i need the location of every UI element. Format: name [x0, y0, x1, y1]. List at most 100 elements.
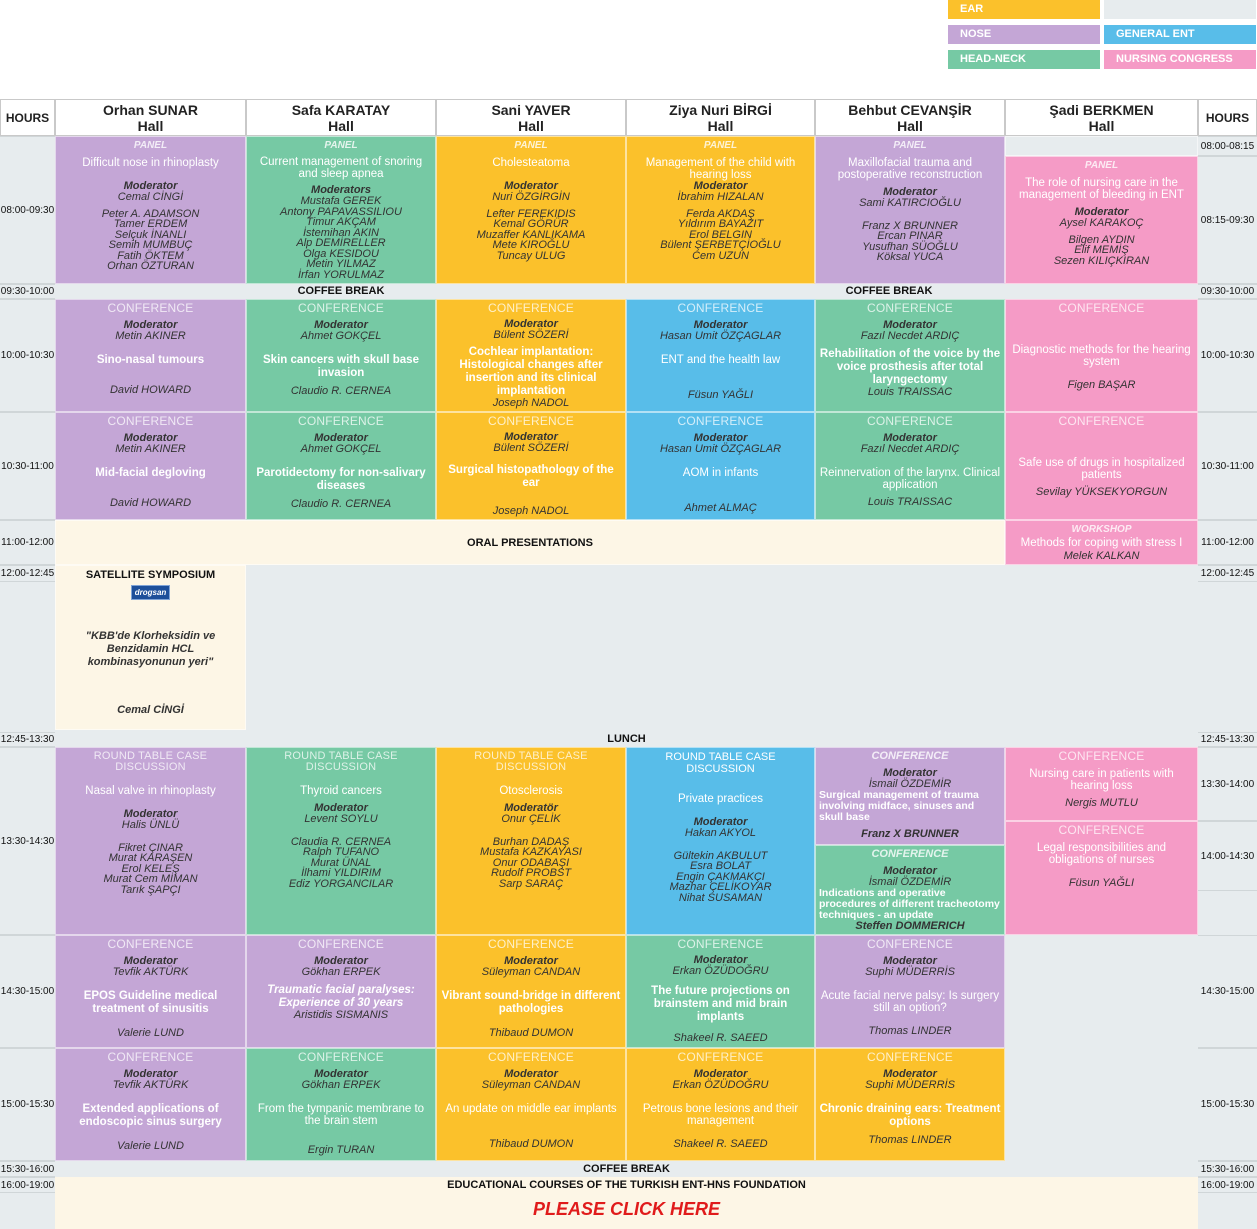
- satellite-symposium[interactable]: SATELLITE SYMPOSIUM drogsan "KBB'de Klor…: [55, 565, 246, 730]
- session-round-table[interactable]: ROUND TABLE CASE DISCUSSION Otosclerosis…: [436, 747, 626, 935]
- session-conference[interactable]: CONFERENCE Moderator Tevfik AKTÜRK EPOS …: [55, 935, 246, 1048]
- text-line: CONFERENCE: [677, 414, 764, 428]
- text-line: CONFERENCE: [107, 414, 194, 428]
- text-line: Franz X BRUNNER: [862, 219, 958, 232]
- text-line: CONFERENCE: [866, 414, 953, 428]
- text-line: Sani YAVER: [491, 101, 571, 118]
- text-line: Moderator: [314, 1068, 368, 1080]
- session-conference[interactable]: CONFERENCE Moderator Gökhan ERPEK From t…: [246, 1048, 436, 1161]
- text-line: Sino-nasal tumours: [96, 353, 205, 366]
- text-line: Fatih ÖKTEM: [117, 249, 184, 262]
- session-round-table[interactable]: ROUND TABLE CASE DISCUSSION Nasal valve …: [55, 747, 246, 935]
- text-line: Halis ÜNLÜ: [121, 819, 180, 831]
- oral-presentations[interactable]: ORAL PRESENTATIONS: [55, 520, 1005, 565]
- session-conference[interactable]: CONFERENCE Moderator Suphi MÜDERRİS Acut…: [815, 935, 1005, 1048]
- text-line: Cholesteatoma: [492, 157, 570, 169]
- session-conference[interactable]: CONFERENCE Moderator Fazıl Necdet ARDIÇ …: [815, 412, 1005, 520]
- session-conference[interactable]: CONFERENCE Moderator Hasan Umit ÖZÇAGLAR…: [626, 412, 815, 520]
- text-line: Moderator: [314, 432, 368, 444]
- session-conference[interactable]: CONFERENCE Moderator Süleyman CANDAN Vib…: [436, 935, 626, 1048]
- text-line: ROUND TABLE CASE DISCUSSION: [93, 750, 208, 773]
- text-line: CONFERENCE: [297, 1050, 384, 1064]
- text-line: David HOWARD: [109, 496, 192, 509]
- text-line: Cemal CİNGİ: [117, 191, 184, 203]
- session-panel-nursing[interactable]: PANEL The role of nursing care in the ma…: [1005, 156, 1198, 284]
- session-round-table[interactable]: ROUND TABLE CASE DISCUSSION Private prac…: [626, 747, 815, 935]
- session-conference[interactable]: CONFERENCE Moderator Metin AKINER Mid-fa…: [55, 412, 246, 520]
- text-line: Joseph NADOL: [492, 396, 570, 409]
- session-conference[interactable]: CONFERENCE Moderator Bülent SÖZERİ Surgi…: [436, 412, 626, 520]
- text-line: Hall: [1088, 117, 1115, 134]
- text-line: Sarp SARAÇ: [498, 877, 564, 890]
- session-conference[interactable]: CONFERENCE Moderator Ahmet GOKÇEL Skin c…: [246, 299, 436, 412]
- session-conference[interactable]: CONFERENCE Moderator Erkan ÖZÜDOĞRU The …: [626, 935, 815, 1048]
- text-line: Moderator: [693, 816, 748, 828]
- session-conference-nursing[interactable]: CONFERENCE Legal responsibilities and ob…: [1005, 821, 1198, 935]
- text-line: Mete KIROĞLU: [492, 239, 570, 251]
- time-right: 11:00-12:00: [1198, 520, 1257, 565]
- text-line: Ergin TURAN: [307, 1143, 375, 1156]
- session-panel-trauma[interactable]: PANEL Maxillofacial trauma and postopera…: [815, 136, 1005, 284]
- text-line: Füsun YAĞLI: [1068, 877, 1135, 889]
- text-line: Ercan PINAR: [877, 230, 943, 242]
- time-right: 15:30-16:00: [1198, 1161, 1257, 1177]
- text-line: Suphi MÜDERRİS: [865, 966, 955, 978]
- text-line: Thyroid cancers: [300, 785, 382, 797]
- text-line: Methods for coping with stress I: [1020, 536, 1183, 549]
- drogsan-logo: drogsan: [59, 585, 242, 600]
- session-conference-nursing[interactable]: CONFERENCE Nursing care in patients with…: [1005, 747, 1198, 821]
- hall-header-3: Sani YAVER Hall: [436, 99, 626, 136]
- text-line: Tevfik AKTÜRK: [112, 966, 189, 978]
- time-left: 15:30-16:00: [0, 1161, 55, 1177]
- session-conference[interactable]: CONFERENCE Moderator Erkan ÖZÜDOĞRU Petr…: [626, 1048, 815, 1161]
- text-line: Fikret ÇINAR: [118, 841, 183, 854]
- session-conference[interactable]: CONFERENCE Moderator Fazıl Necdet ARDIÇ …: [815, 299, 1005, 412]
- text-line: The future projections on brainstem and …: [651, 985, 790, 1024]
- session-panel-nose[interactable]: PANEL Difficult nose in rhinoplasty Mode…: [55, 136, 246, 284]
- session-conference[interactable]: CONFERENCE Moderator Suphi MÜDERRİS Chro…: [815, 1048, 1005, 1161]
- text-line: Valerie LUND: [117, 1026, 184, 1039]
- session-conference[interactable]: CONFERENCE Moderator Hasan Umit ÖZÇAGLAR…: [626, 299, 815, 412]
- session-conference[interactable]: CONFERENCE Moderator İsmail ÖZDEMİR Indi…: [815, 845, 1005, 935]
- text-line: drogsan: [130, 585, 171, 600]
- session-conference-nursing[interactable]: CONFERENCE Diagnostic methods for the he…: [1005, 299, 1198, 412]
- time-right: 08:00-08:15: [1198, 136, 1257, 156]
- text-line: Sezen KILIÇKIRAN: [1053, 254, 1150, 267]
- text-line: Moderator: [883, 865, 937, 877]
- text-line: PANEL: [133, 140, 168, 151]
- educational-courses[interactable]: EDUCATIONAL COURSES OF THE TURKISH ENT-H…: [55, 1177, 1198, 1229]
- session-conference[interactable]: CONFERENCE Moderator Ahmet GOKÇEL Paroti…: [246, 412, 436, 520]
- text-line: The role of nursing care in the manageme…: [1019, 177, 1184, 201]
- please-click-here-link[interactable]: PLEASE CLICK HERE: [532, 1199, 721, 1219]
- session-panel-ear-child[interactable]: PANEL Management of the child with heari…: [626, 136, 815, 284]
- session-conference[interactable]: CONFERENCE Moderator İsmail ÖZDEMİR Surg…: [815, 747, 1005, 845]
- time-right: 12:00-12:45: [1198, 565, 1257, 582]
- text-line: Cemal CİNGİ: [117, 704, 184, 716]
- hall-header-5: Behbut CEVANŞİR Hall: [815, 99, 1005, 136]
- session-conference[interactable]: CONFERENCE Moderator Tevfik AKTÜRK Exten…: [55, 1048, 246, 1161]
- time-left: 14:30-15:00: [0, 935, 55, 1048]
- text-line: Şadi BERKMEN: [1049, 101, 1154, 118]
- session-round-table[interactable]: ROUND TABLE CASE DISCUSSION Thyroid canc…: [246, 747, 436, 935]
- session-workshop-nursing[interactable]: WORKSHOP Methods for coping with stress …: [1005, 520, 1198, 565]
- text-line: Moderator: [314, 802, 368, 814]
- text-line: CONFERENCE: [297, 937, 384, 951]
- text-line: Moderator: [504, 318, 558, 330]
- session-conference[interactable]: CONFERENCE Moderator Bülent SÖZERİ Cochl…: [436, 299, 626, 412]
- text-line: Claudio R. CERNEA: [290, 497, 392, 510]
- hours-header-left: HOURS: [0, 99, 55, 136]
- text-line: Selçuk İNANLI: [114, 228, 187, 241]
- session-conference-nursing[interactable]: CONFERENCE Safe use of drugs in hospital…: [1005, 412, 1198, 520]
- text-line: CONFERENCE: [866, 1050, 953, 1064]
- text-line: Safe use of drugs in hospitalized patien…: [1018, 457, 1185, 481]
- text-line: Onur ODABAŞI: [492, 856, 570, 869]
- session-panel-head-neck[interactable]: PANEL Current management of snoring and …: [246, 136, 436, 284]
- coffee-break-label: COFFEE BREAK: [845, 285, 933, 297]
- text-line: Timur AKÇAM: [306, 216, 376, 228]
- session-conference[interactable]: CONFERENCE Moderator Gökhan ERPEK Trauma…: [246, 935, 436, 1048]
- hall-header-1: Orhan SUNAR Hall: [55, 99, 246, 136]
- session-conference[interactable]: CONFERENCE Moderator Metin AKINER Sino-n…: [55, 299, 246, 412]
- session-panel-ear[interactable]: PANEL Cholesteatoma Moderator Nuri ÖZGİR…: [436, 136, 626, 284]
- text-line: Moderator: [314, 955, 368, 967]
- session-conference[interactable]: CONFERENCE Moderator Süleyman CANDAN An …: [436, 1048, 626, 1161]
